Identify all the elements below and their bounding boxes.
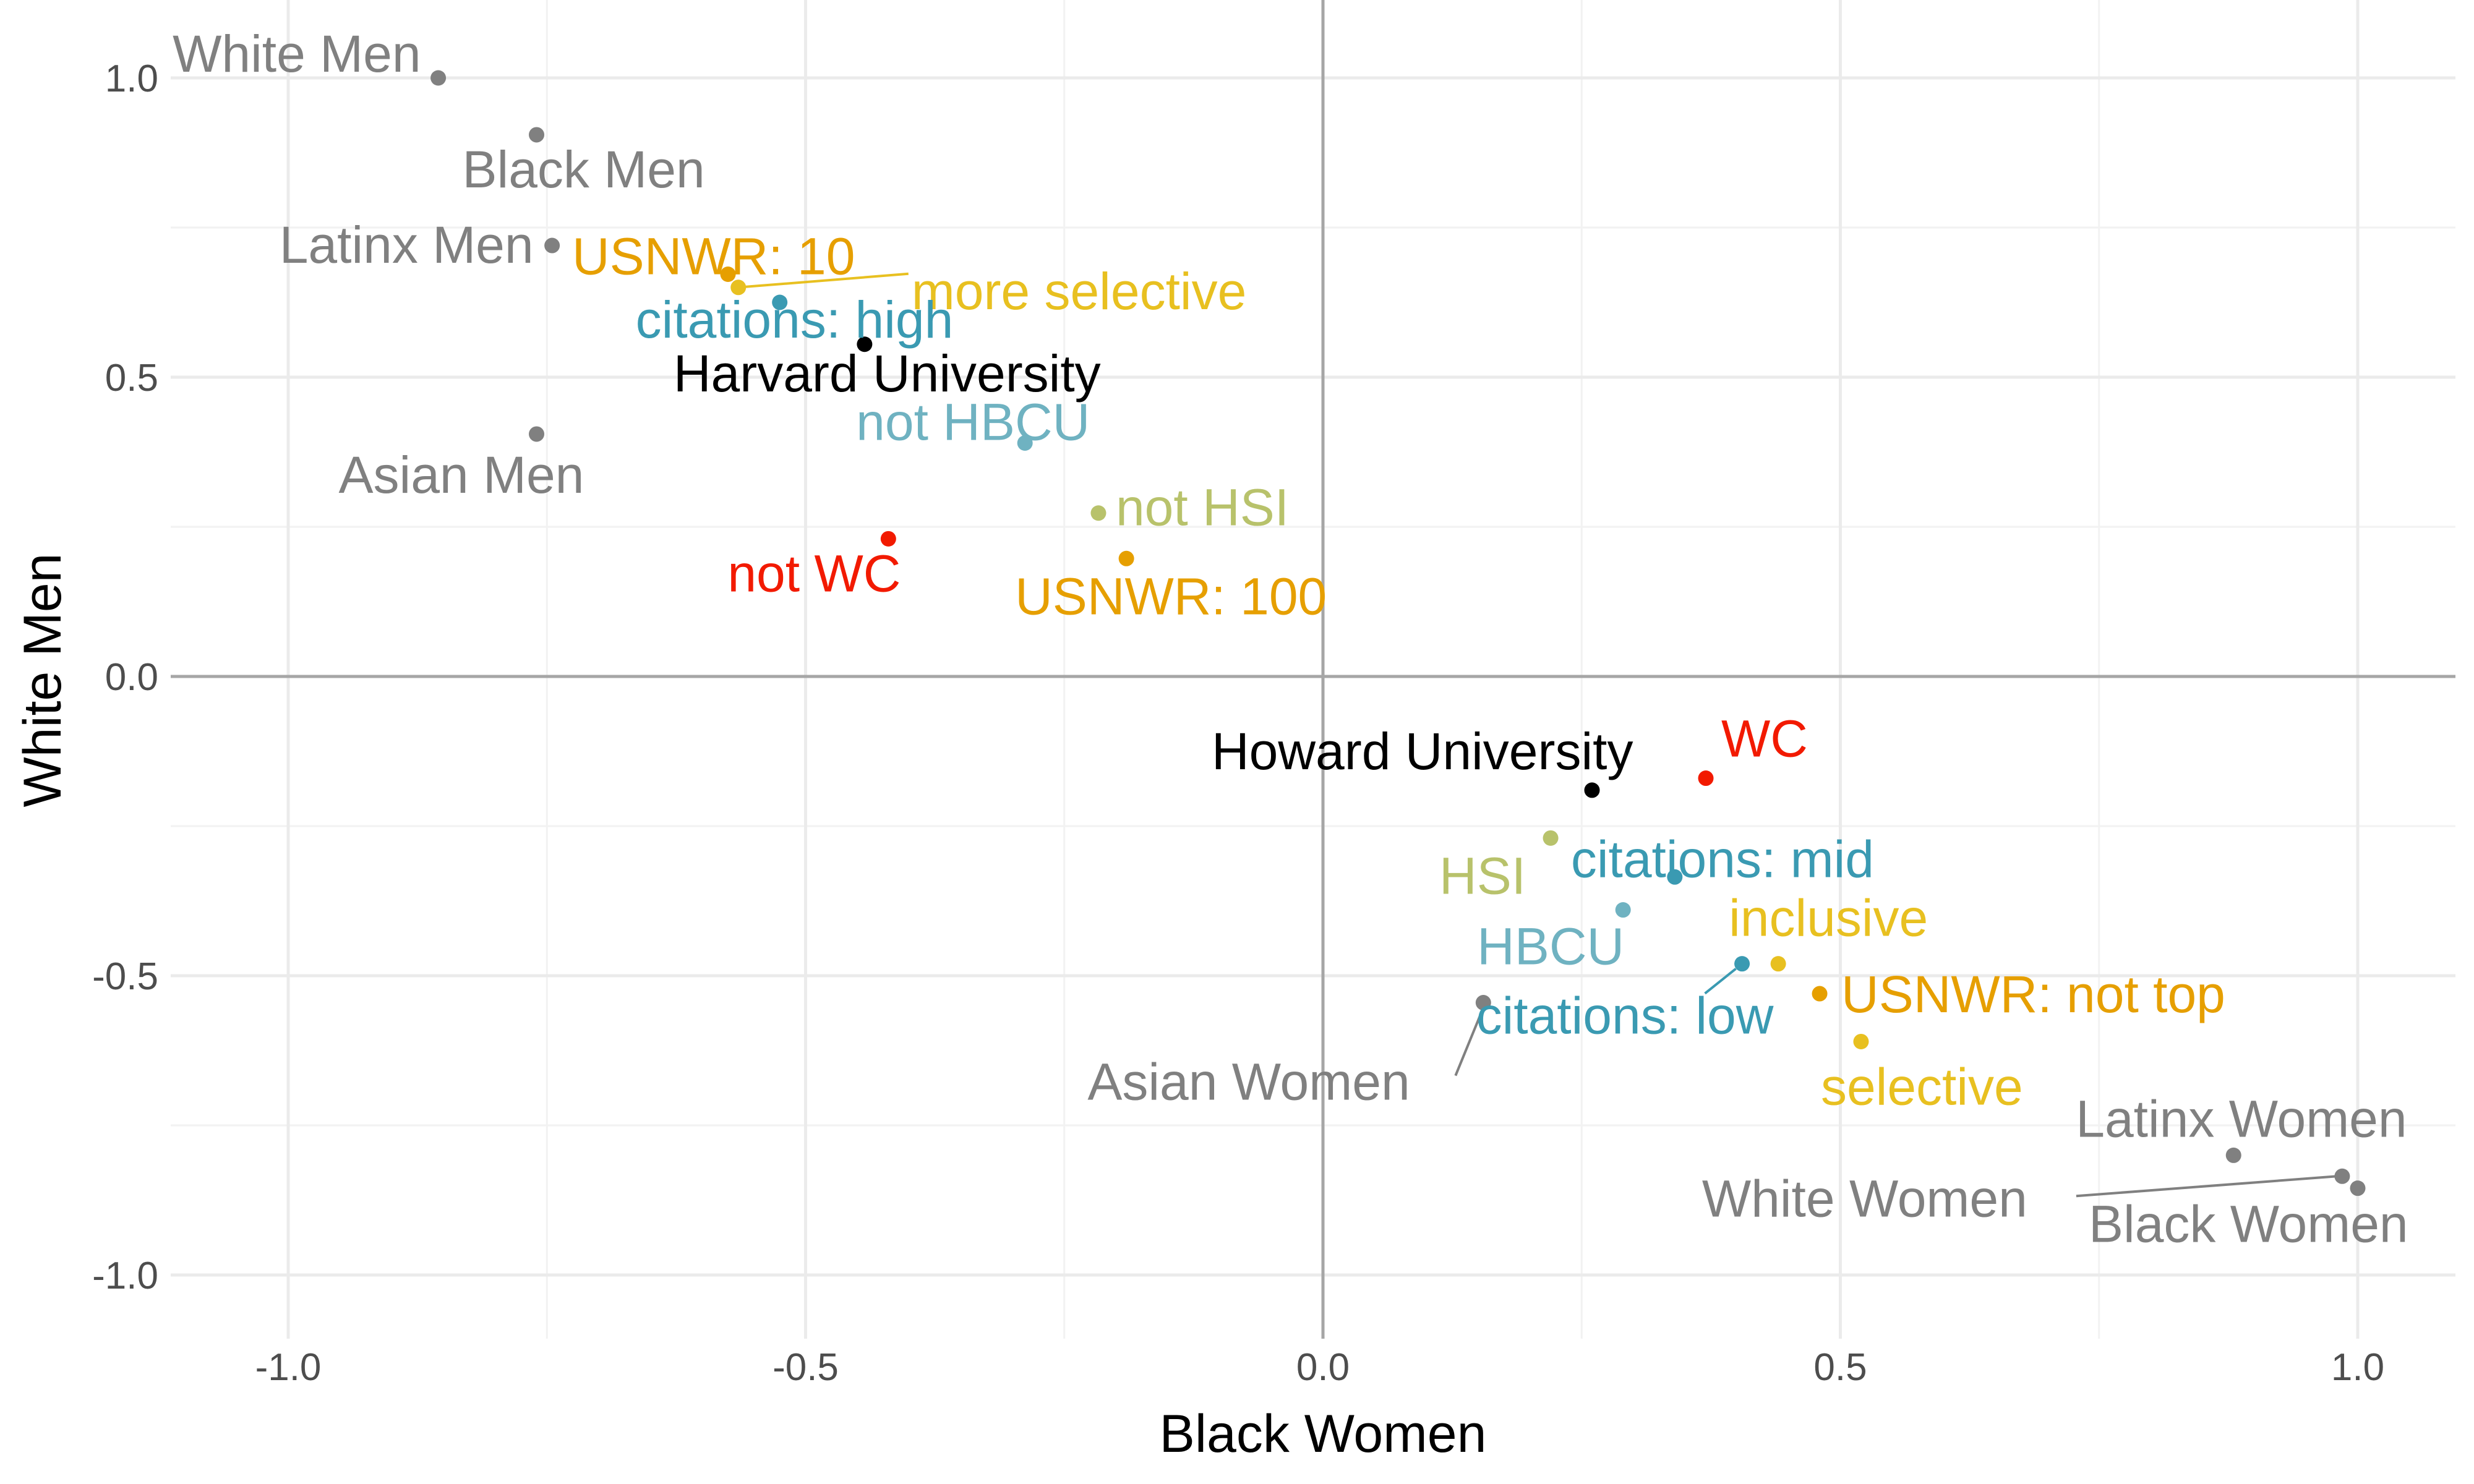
point-selective (1853, 1033, 1869, 1049)
point-harvard-university (857, 336, 873, 352)
point-not-hsi (1090, 505, 1106, 521)
point-not-wc (880, 531, 896, 547)
y-tick-label: -1.0 (92, 1255, 158, 1297)
data-points (430, 70, 2366, 1196)
leader-line-asian-women (1454, 1007, 1485, 1077)
label-citations-mid: citations: mid (1571, 830, 1874, 888)
x-axis-title: Black Women (1160, 1404, 1487, 1464)
label-asian-women: Asian Women (1087, 1053, 1410, 1111)
x-tick-label: 0.0 (1296, 1346, 1350, 1389)
label-white-women: White Women (1702, 1169, 2027, 1227)
leader-line-more-selective (738, 272, 909, 289)
point-citations-mid (1667, 869, 1683, 885)
y-tick-label: 0.0 (105, 656, 158, 699)
point-wc (1698, 770, 1714, 787)
point-inclusive (1770, 956, 1786, 972)
label-usnwr-10: USNWR: 10 (572, 228, 855, 286)
point-asian-men (529, 426, 545, 442)
x-tick-label: 0.5 (1813, 1346, 1867, 1389)
y-tick-label: -0.5 (92, 955, 158, 998)
point-citations-low (1734, 956, 1750, 972)
point-howard-university (1584, 782, 1600, 798)
label-latinx-women: Latinx Women (2076, 1090, 2407, 1148)
label-inclusive: inclusive (1729, 889, 1928, 947)
label-citations-high: citations: high (636, 291, 954, 349)
label-black-men: Black Men (463, 140, 705, 198)
point-usnwr-100 (1118, 550, 1134, 566)
label-harvard-university: Harvard University (674, 344, 1101, 403)
point-citations-high (772, 294, 788, 310)
label-more-selective: more selective (912, 262, 1247, 320)
point-hsi (1543, 830, 1559, 846)
label-white-men: White Men (173, 25, 421, 83)
leader-line-white-women (2076, 1175, 2338, 1198)
point-latinx-women (2225, 1147, 2241, 1163)
x-tick-label: -0.5 (773, 1346, 839, 1389)
point-asian-women (1475, 995, 1491, 1011)
y-tick-label: 0.5 (105, 357, 158, 399)
label-leader-lines (738, 272, 2338, 1198)
y-tick-label: 1.0 (105, 58, 158, 100)
label-asian-men: Asian Men (339, 446, 584, 504)
x-tick-label: -1.0 (255, 1346, 322, 1389)
x-axis-tick-labels: -1.0 -0.5 0.0 0.5 1.0 (255, 1346, 2385, 1389)
label-not-hbcu: not HBCU (856, 393, 1090, 451)
point-hbcu (1615, 902, 1631, 918)
label-hbcu: HBCU (1477, 918, 1624, 976)
point-white-women (2334, 1168, 2350, 1184)
point-more-selective (730, 279, 747, 296)
label-usnwr-100: USNWR: 100 (1015, 567, 1327, 625)
point-usnwr-10 (720, 267, 736, 283)
point-not-hbcu (1017, 435, 1033, 451)
point-usnwr-not-top (1812, 986, 1828, 1002)
leader-line-citations-low (1704, 968, 1737, 995)
minor-gridlines (171, 0, 2455, 1339)
label-howard-university: Howard University (1212, 722, 1633, 780)
label-selective: selective (1821, 1057, 2023, 1115)
label-hsi: HSI (1439, 846, 1526, 905)
label-not-hsi: not HSI (1116, 479, 1289, 537)
point-labels: White Men Black Men Latinx Men Asian Men USN… (173, 25, 2408, 1253)
point-black-women (2350, 1180, 2366, 1196)
point-black-men (529, 127, 545, 143)
y-axis-title: White Men (13, 553, 72, 807)
point-latinx-men (544, 237, 560, 254)
label-wc: WC (1721, 710, 1808, 768)
point-white-men (430, 70, 447, 86)
label-citations-low: citations: low (1476, 987, 1774, 1045)
label-black-women: Black Women (2089, 1195, 2408, 1253)
y-axis-tick-labels: -1.0 -0.5 0.0 0.5 1.0 (92, 58, 158, 1297)
label-latinx-men: Latinx Men (280, 216, 534, 274)
label-not-wc: not WC (727, 544, 901, 602)
zero-reference-lines (171, 0, 2455, 1339)
x-tick-label: 1.0 (2331, 1346, 2384, 1389)
label-usnwr-not-top: USNWR: not top (1841, 965, 2225, 1023)
